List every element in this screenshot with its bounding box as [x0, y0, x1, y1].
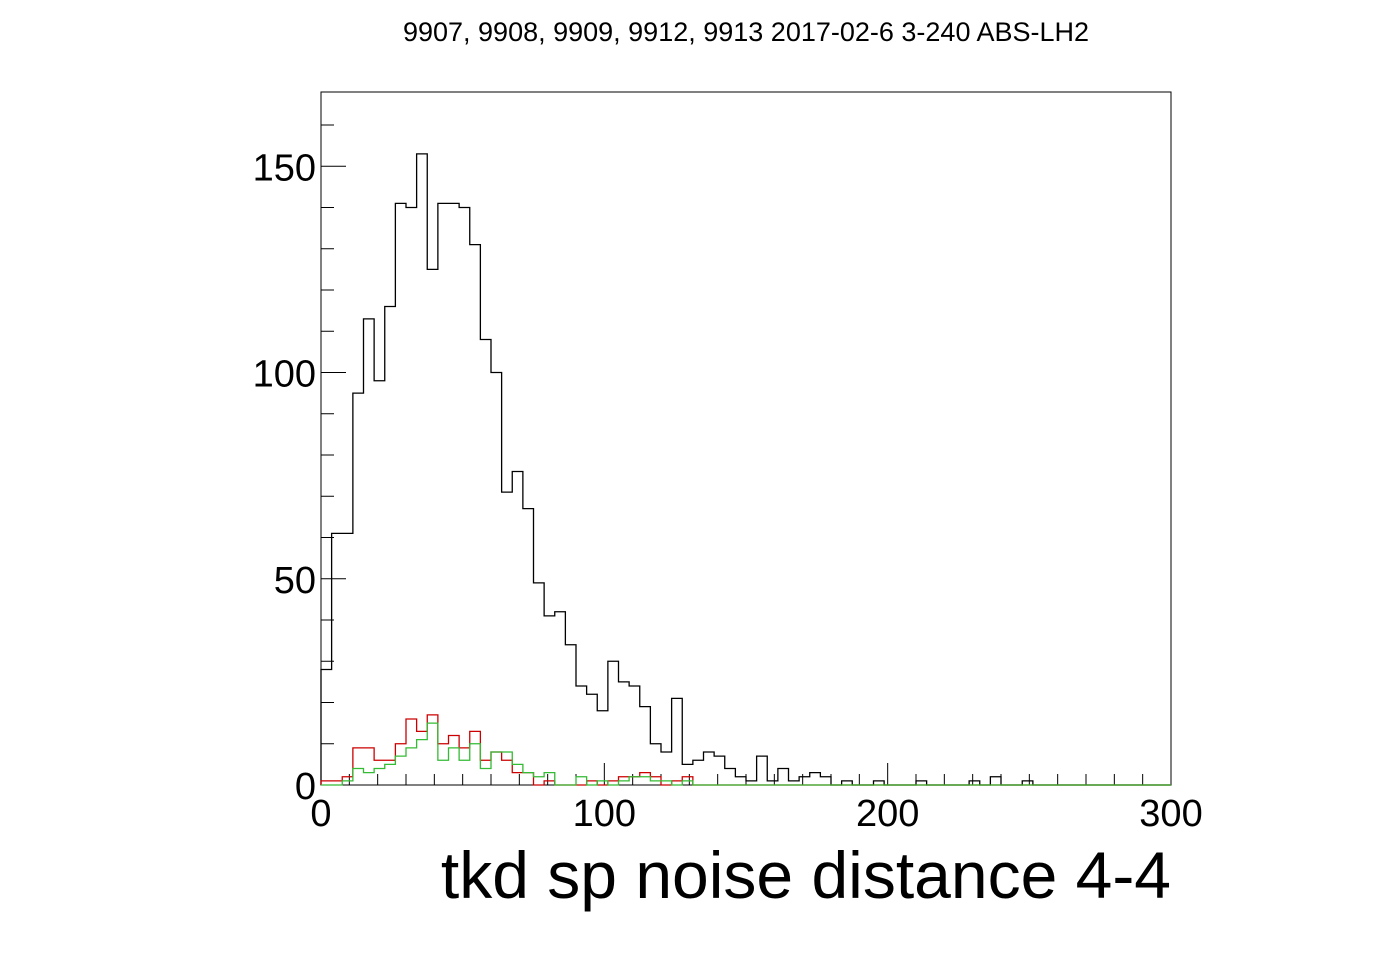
x-tick-label: 300 — [1139, 793, 1202, 835]
y-tick-label: 100 — [253, 354, 316, 396]
y-axis-ticks — [321, 124, 346, 786]
chart-title: 9907, 9908, 9909, 9912, 9913 2017-02-6 3… — [403, 17, 1089, 47]
x-tick-label: 0 — [310, 793, 331, 835]
histogram-series-3 — [321, 722, 1171, 786]
y-tick-label: 50 — [274, 560, 316, 602]
plot-frame — [320, 91, 1172, 786]
y-tick-label: 150 — [253, 147, 316, 189]
histogram-series-1 — [320, 153, 1171, 786]
x-axis-ticks — [320, 763, 1172, 785]
tick-labels: 0 50 100 150 0 100 200 300 — [253, 147, 1203, 835]
x-tick-label: 200 — [856, 793, 919, 835]
y-tick-label: 0 — [295, 766, 316, 808]
histogram-series — [320, 153, 1171, 786]
x-tick-label: 100 — [573, 793, 636, 835]
x-axis-label: tkd sp noise distance 4-4 — [441, 838, 1171, 912]
